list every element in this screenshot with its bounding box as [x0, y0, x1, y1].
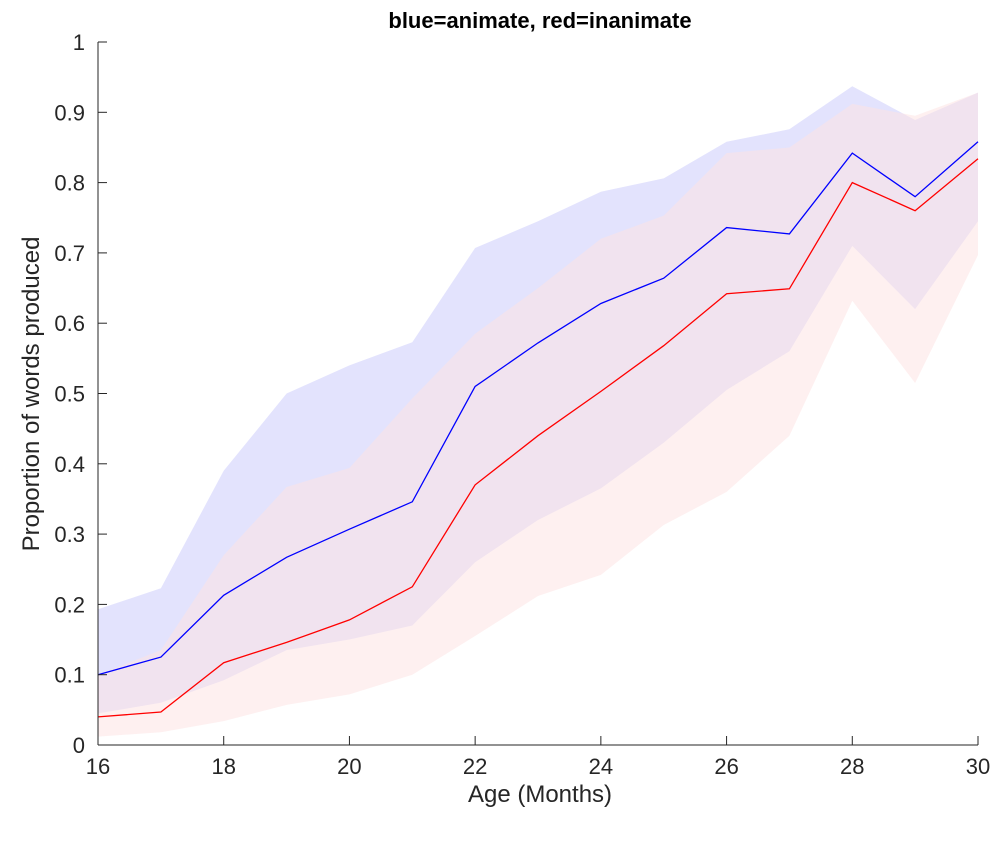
- x-tick-label: 26: [714, 754, 738, 779]
- x-tick-label: 24: [589, 754, 613, 779]
- y-tick-label: 0.5: [54, 382, 85, 407]
- band-series-1: [98, 92, 978, 737]
- y-tick-label: 0.9: [54, 100, 85, 125]
- y-axis-label: Proportion of words produced: [18, 237, 45, 552]
- y-tick-label: 0.8: [54, 171, 85, 196]
- chart-title: blue=animate, red=inanimate: [388, 8, 691, 33]
- y-tick-label: 0.4: [54, 452, 85, 477]
- x-tick-label: 18: [211, 754, 235, 779]
- confidence-bands: [98, 86, 978, 737]
- y-tick-label: 0: [73, 733, 85, 758]
- y-tick-label: 0.1: [54, 663, 85, 688]
- y-tick-label: 1: [73, 30, 85, 55]
- x-axis-ticks: 16 18 20 22 24 26 28 30: [86, 736, 990, 779]
- line-series-1: [97, 158, 979, 718]
- line-series-0: [97, 141, 979, 676]
- x-tick-label: 16: [86, 754, 110, 779]
- y-axis-ticks: 0 0.1 0.2 0.3 0.4 0.5 0.6 0.7 0.8 0.9 1: [54, 30, 107, 758]
- y-tick-label: 0.3: [54, 522, 85, 547]
- x-tick-label: 30: [966, 754, 990, 779]
- x-tick-label: 20: [337, 754, 361, 779]
- x-tick-label: 22: [463, 754, 487, 779]
- x-tick-label: 28: [840, 754, 864, 779]
- y-tick-label: 0.7: [54, 241, 85, 266]
- y-tick-label: 0.2: [54, 592, 85, 617]
- x-axis-label: Age (Months): [468, 781, 612, 808]
- y-tick-label: 0.6: [54, 311, 85, 336]
- series-lines: [97, 141, 979, 718]
